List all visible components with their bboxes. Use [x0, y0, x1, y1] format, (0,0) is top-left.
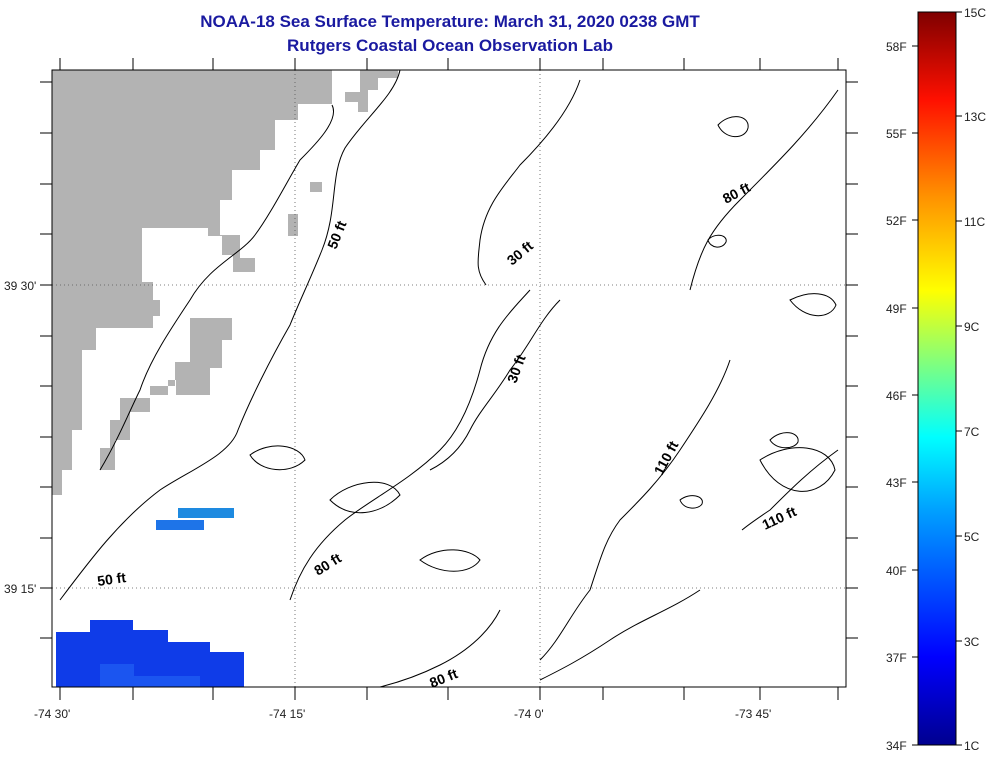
contour-label-50ft-south: 50 ft: [96, 569, 127, 589]
contour-loop-8: [329, 481, 401, 514]
cb-label-13c: 13C: [964, 110, 986, 124]
land-island-2: [100, 318, 232, 470]
colorbar-ticks: [912, 11, 962, 746]
sst-patch-d: [100, 664, 200, 687]
contour-50ft-inner: [99, 104, 335, 471]
map-frame: [51, 69, 847, 688]
land-island-1: [345, 70, 398, 112]
contour-loop-1: [717, 116, 749, 138]
land-mass: [52, 70, 332, 495]
contour-80ft-bottom: [379, 609, 501, 687]
cb-label-34f: 34F: [886, 739, 907, 753]
contour-30ft-shoal: [429, 299, 561, 471]
lon-label-74-30: -74 30': [34, 707, 70, 721]
land-island-3: [288, 182, 322, 236]
contour-30ft-ridge: [477, 79, 581, 286]
lat-label-39-15: 39 15': [4, 582, 36, 596]
lon-label-74-15: -74 15': [269, 707, 305, 721]
map-title: NOAA-18 Sea Surface Temperature: March 3…: [200, 12, 700, 31]
cb-label-1c: 1C: [964, 739, 980, 753]
cb-label-58f: 58F: [886, 40, 907, 54]
contour-loop-4: [679, 495, 703, 509]
lat-label-39-30: 39 30': [4, 279, 36, 293]
map-subtitle: Rutgers Coastal Ocean Observation Lab: [287, 36, 613, 55]
cb-label-49f: 49F: [886, 302, 907, 316]
cb-label-52f: 52F: [886, 214, 907, 228]
contour-loop-3: [769, 432, 799, 449]
colorbar: [917, 11, 957, 746]
cb-label-55f: 55F: [886, 127, 907, 141]
cb-label-37f: 37F: [886, 651, 907, 665]
cb-label-7c: 7C: [964, 425, 980, 439]
contour-110ft-east: [741, 449, 839, 531]
contour-80ft-mid: [289, 289, 531, 601]
cb-label-5c: 5C: [964, 530, 980, 544]
cb-label-9c: 9C: [964, 320, 980, 334]
contour-loop-9: [249, 445, 306, 471]
sst-patch-a: [178, 508, 234, 518]
graticule: [52, 70, 846, 687]
cb-label-43f: 43F: [886, 476, 907, 490]
cb-label-15c: 15C: [964, 6, 986, 20]
cb-label-40f: 40F: [886, 564, 907, 578]
contour-loop-6: [759, 447, 836, 492]
lon-label-74-0: -74 0': [514, 707, 544, 721]
contour-loop-2: [707, 234, 727, 248]
colorbar-f-labels: 58F 55F 52F 49F 46F 43F 40F 37F 34F: [886, 40, 907, 753]
sst-patch-b: [156, 520, 204, 530]
contour-50ft-coast: [59, 70, 401, 601]
colorbar-c-labels: 15C 13C 11C 9C 7C 5C 3C 1C: [964, 6, 986, 753]
lon-label-73-45: -73 45': [735, 707, 771, 721]
contour-loop-7: [789, 293, 837, 317]
bathymetry-contours: [59, 70, 839, 687]
contour-80ft-east: [689, 89, 839, 291]
cb-label-11c: 11C: [964, 215, 985, 229]
contour-80ft-south: [539, 589, 701, 681]
contour-110ft-main: [539, 359, 731, 661]
contour-loop-5: [419, 549, 481, 572]
cb-label-46f: 46F: [886, 389, 907, 403]
cb-label-3c: 3C: [964, 635, 980, 649]
axis-ticks: [40, 58, 858, 700]
